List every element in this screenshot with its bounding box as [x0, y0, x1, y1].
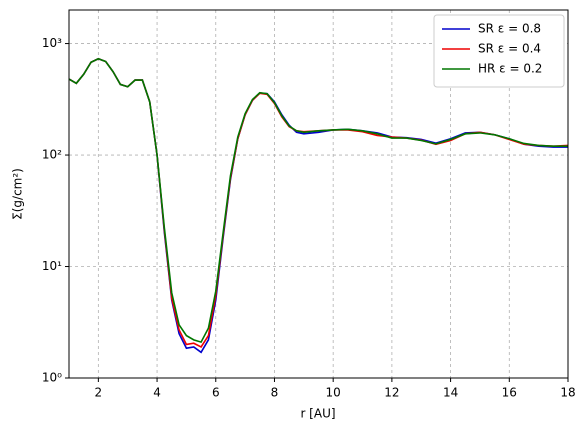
- data-line: [69, 57, 568, 348]
- x-tick-label: 16: [502, 386, 517, 400]
- y-axis-label: Σ(g/cm²): [11, 168, 25, 220]
- legend-label: SR ε = 0.4: [478, 42, 541, 56]
- x-tick-label: 6: [212, 386, 220, 400]
- data-line: [69, 57, 568, 354]
- x-tick-label: 10: [326, 386, 341, 400]
- x-axis-label: r [AU]: [300, 407, 335, 421]
- x-tick-label: 18: [560, 386, 575, 400]
- legend-label: SR ε = 0.8: [478, 22, 541, 36]
- y-tick-label: 10⁰: [42, 371, 62, 385]
- y-tick-label: 10¹: [42, 259, 62, 273]
- y-tick-label: 10²: [42, 148, 62, 162]
- legend-label: HR ε = 0.2: [478, 62, 542, 76]
- x-tick-label: 2: [95, 386, 103, 400]
- x-tick-label: 8: [271, 386, 279, 400]
- x-tick-label: 4: [153, 386, 161, 400]
- x-tick-label: 12: [384, 386, 399, 400]
- y-tick-label: 10³: [42, 36, 62, 50]
- plot-frame: [68, 9, 569, 379]
- x-tick-label: 14: [443, 386, 458, 400]
- data-line: [69, 57, 568, 344]
